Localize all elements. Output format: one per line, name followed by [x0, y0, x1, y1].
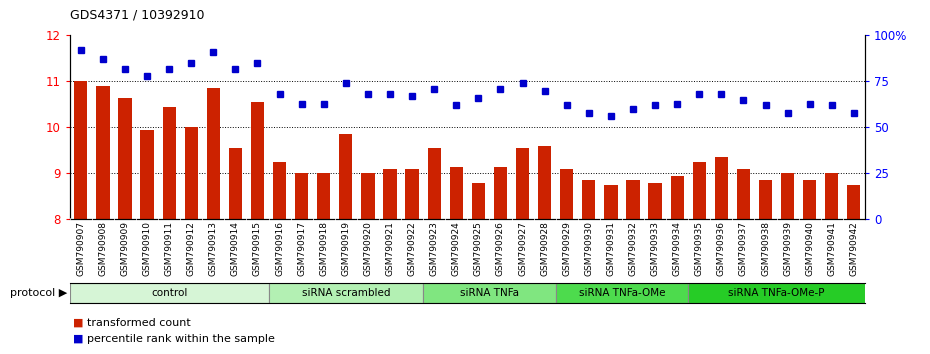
Bar [405, 169, 419, 219]
Bar [671, 176, 684, 219]
Bar [70, 283, 269, 303]
Bar [295, 173, 308, 219]
Bar [472, 183, 485, 219]
Bar [423, 283, 555, 303]
Text: GSM790928: GSM790928 [540, 221, 549, 276]
Bar [428, 148, 441, 219]
Bar [781, 173, 794, 219]
Text: ■: ■ [73, 334, 83, 344]
Bar [96, 86, 110, 219]
Bar [759, 181, 772, 219]
Text: GSM790907: GSM790907 [76, 221, 86, 276]
Bar [604, 185, 618, 219]
Text: siRNA scrambled: siRNA scrambled [301, 288, 390, 298]
Text: GSM790912: GSM790912 [187, 221, 195, 276]
Text: GSM790922: GSM790922 [407, 221, 417, 276]
Bar [163, 107, 176, 219]
Text: GSM790913: GSM790913 [209, 221, 218, 276]
Bar [118, 97, 131, 219]
Text: GSM790940: GSM790940 [805, 221, 814, 276]
Bar [538, 146, 551, 219]
Bar [626, 181, 640, 219]
Text: GSM790924: GSM790924 [452, 221, 460, 276]
Text: GSM790935: GSM790935 [695, 221, 704, 276]
Text: GDS4371 / 10392910: GDS4371 / 10392910 [70, 9, 205, 22]
Text: GSM790930: GSM790930 [584, 221, 593, 276]
Text: GSM790921: GSM790921 [386, 221, 394, 276]
Bar [272, 162, 286, 219]
Bar [317, 173, 330, 219]
Bar [269, 283, 423, 303]
Text: GSM790920: GSM790920 [364, 221, 372, 276]
Text: GSM790926: GSM790926 [496, 221, 505, 276]
Text: GSM790937: GSM790937 [739, 221, 748, 276]
Bar [693, 162, 706, 219]
Text: GSM790941: GSM790941 [828, 221, 836, 276]
Bar [383, 169, 396, 219]
Text: transformed count: transformed count [87, 318, 192, 328]
Text: GSM790914: GSM790914 [231, 221, 240, 276]
Text: GSM790938: GSM790938 [761, 221, 770, 276]
Text: GSM790929: GSM790929 [563, 221, 571, 276]
Bar [74, 81, 87, 219]
Bar [803, 181, 817, 219]
Text: siRNA TNFa-OMe-P: siRNA TNFa-OMe-P [728, 288, 825, 298]
Bar [361, 173, 375, 219]
Text: GSM790939: GSM790939 [783, 221, 792, 276]
Text: GSM790919: GSM790919 [341, 221, 351, 276]
Text: ■: ■ [73, 318, 83, 328]
Bar [449, 166, 463, 219]
Bar [140, 130, 153, 219]
Text: GSM790915: GSM790915 [253, 221, 262, 276]
Bar [847, 185, 860, 219]
Bar [737, 169, 750, 219]
Text: GSM790933: GSM790933 [651, 221, 659, 276]
Bar [560, 169, 573, 219]
Bar [494, 166, 507, 219]
Text: GSM790918: GSM790918 [319, 221, 328, 276]
Bar [229, 148, 242, 219]
Bar [516, 148, 529, 219]
Text: GSM790916: GSM790916 [275, 221, 284, 276]
Bar [648, 183, 661, 219]
Text: GSM790936: GSM790936 [717, 221, 725, 276]
Text: GSM790934: GSM790934 [672, 221, 682, 276]
Text: GSM790925: GSM790925 [474, 221, 483, 276]
Text: percentile rank within the sample: percentile rank within the sample [87, 334, 275, 344]
Bar [714, 157, 728, 219]
Text: GSM790927: GSM790927 [518, 221, 527, 276]
Bar [251, 102, 264, 219]
Text: GSM790911: GSM790911 [165, 221, 174, 276]
Bar [339, 135, 352, 219]
Bar [555, 283, 688, 303]
Text: GSM790917: GSM790917 [298, 221, 306, 276]
Text: GSM790932: GSM790932 [629, 221, 637, 276]
Text: siRNA TNFa-OMe: siRNA TNFa-OMe [578, 288, 665, 298]
Text: protocol ▶: protocol ▶ [9, 288, 67, 298]
Text: GSM790910: GSM790910 [142, 221, 152, 276]
Bar [184, 127, 198, 219]
Text: GSM790942: GSM790942 [849, 221, 858, 276]
Text: control: control [151, 288, 187, 298]
Bar [206, 88, 219, 219]
Bar [825, 173, 839, 219]
Bar [688, 283, 865, 303]
Text: GSM790908: GSM790908 [99, 221, 107, 276]
Text: GSM790931: GSM790931 [606, 221, 616, 276]
Text: GSM790923: GSM790923 [430, 221, 439, 276]
Bar [582, 181, 595, 219]
Text: GSM790909: GSM790909 [121, 221, 129, 276]
Text: siRNA TNFa: siRNA TNFa [460, 288, 519, 298]
